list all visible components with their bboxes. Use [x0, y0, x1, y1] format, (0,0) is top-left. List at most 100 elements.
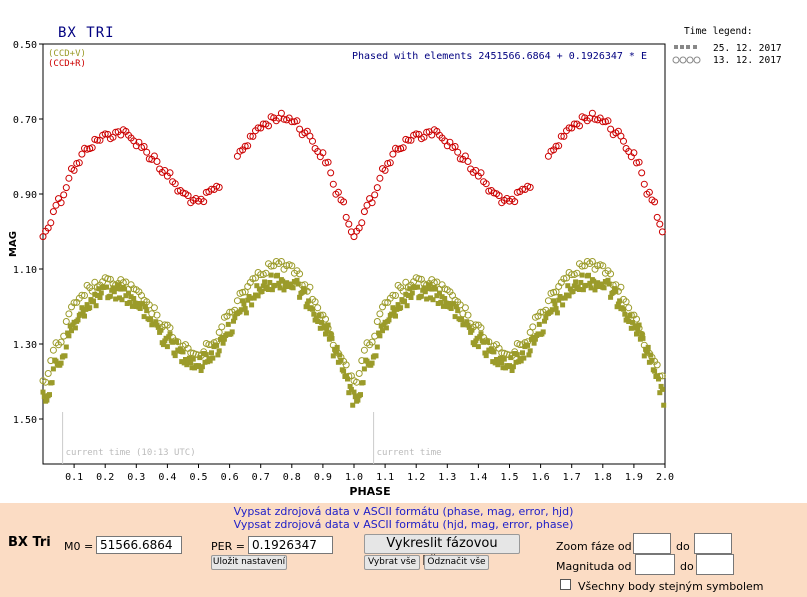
data-point	[638, 330, 646, 338]
data-point	[322, 315, 329, 323]
data-point	[633, 315, 640, 323]
data-point	[101, 130, 109, 138]
save-settings-button[interactable]: Uložit nastavení	[211, 555, 287, 570]
data-point	[393, 313, 398, 319]
data-point	[62, 318, 70, 325]
data-point	[334, 188, 342, 196]
draw-phase-curve-button[interactable]: Vykreslit fázovou křivku	[364, 534, 520, 569]
data-point	[97, 295, 103, 300]
data-point	[342, 213, 350, 221]
data-point	[358, 219, 366, 227]
data-point	[78, 291, 86, 299]
data-point	[576, 122, 583, 130]
data-point	[560, 302, 566, 308]
data-point	[555, 142, 563, 150]
data-point	[244, 142, 252, 150]
data-point	[519, 185, 526, 193]
data-point	[625, 304, 633, 312]
deselect-all-button[interactable]: Odznačit vše	[424, 555, 489, 570]
data-point	[360, 346, 368, 354]
data-point	[205, 359, 211, 365]
y-tick-label: 0.50	[13, 40, 37, 51]
data-point	[49, 208, 57, 216]
ascii-data-phase-link[interactable]: Vypsat zdrojová data v ASCII formátu (ph…	[233, 505, 574, 518]
data-point	[229, 329, 235, 335]
m0-input[interactable]	[96, 536, 182, 554]
data-point	[127, 299, 133, 305]
data-point	[181, 360, 187, 366]
data-point	[634, 331, 639, 337]
zoom-phase-from-input[interactable]	[633, 533, 671, 554]
data-point	[241, 142, 249, 150]
data-point	[75, 159, 83, 167]
x-axis-ticks: 0.1 0.2 0.3 0.4 0.5 0.6 0.7 0.8 0.9 1.0 1.1 1.2 1.3 1…	[65, 464, 674, 483]
data-point	[459, 316, 465, 322]
data-point	[588, 285, 594, 291]
magnitude-from-input[interactable]	[635, 554, 675, 575]
data-point	[128, 294, 134, 300]
data-point	[44, 397, 50, 403]
same-symbol-checkbox[interactable]	[560, 579, 571, 590]
magnitude-to-input[interactable]	[696, 554, 734, 575]
y-axis-label: MAG	[8, 231, 19, 257]
x-tick-label: 0.3	[127, 472, 145, 483]
data-point	[439, 294, 445, 300]
data-point	[135, 301, 141, 306]
data-point	[53, 358, 59, 364]
data-point	[389, 291, 397, 299]
data-point	[153, 311, 161, 319]
period-input[interactable]	[248, 536, 333, 554]
data-point	[242, 306, 248, 312]
data-point	[288, 281, 293, 287]
data-point	[276, 280, 282, 286]
data-point	[638, 169, 646, 177]
data-point	[340, 198, 348, 206]
data-point	[255, 293, 261, 299]
data-point	[409, 290, 415, 296]
data-point	[521, 355, 527, 361]
data-point	[473, 338, 479, 344]
data-point	[580, 287, 586, 293]
data-point	[461, 304, 469, 312]
data-point	[80, 309, 86, 315]
data-point	[47, 392, 52, 398]
data-point	[233, 297, 241, 305]
data-point	[345, 220, 353, 228]
data-point	[262, 279, 268, 285]
same-symbol-label: Všechny body stejným symbolem	[578, 580, 764, 593]
data-point	[464, 311, 472, 319]
data-point	[578, 262, 586, 270]
data-point	[606, 281, 612, 287]
data-point	[442, 296, 448, 301]
data-point	[361, 366, 367, 372]
data-point	[88, 144, 96, 152]
data-point	[485, 339, 490, 345]
data-point	[377, 333, 383, 339]
data-point	[399, 144, 407, 152]
per-label: PER =	[211, 540, 245, 553]
data-point	[566, 293, 572, 299]
data-point	[122, 278, 130, 286]
data-point	[267, 280, 273, 285]
data-point	[342, 361, 350, 369]
data-point	[478, 331, 484, 337]
data-point	[57, 338, 65, 346]
data-point	[313, 315, 319, 321]
data-point	[200, 198, 208, 206]
chart-title: BX TRI	[58, 25, 115, 41]
ascii-data-hjd-link[interactable]: Vypsat zdrojová data v ASCII formátu (hj…	[233, 518, 574, 531]
zoom-phase-to-input[interactable]	[694, 533, 732, 554]
data-point	[626, 319, 632, 324]
data-point	[440, 303, 446, 309]
y-axis-ticks: 0.50 0.70 0.90 1.10 1.30 1.50	[13, 40, 43, 426]
data-point	[408, 295, 414, 300]
x-tick-label: 0.8	[283, 472, 301, 483]
data-point	[637, 336, 643, 342]
data-point	[482, 350, 488, 356]
data-point	[529, 323, 537, 331]
data-point	[635, 158, 643, 166]
data-point	[166, 334, 172, 340]
select-all-button[interactable]: Vybrat vše	[364, 555, 420, 570]
data-point	[239, 288, 247, 296]
data-point	[624, 315, 630, 321]
